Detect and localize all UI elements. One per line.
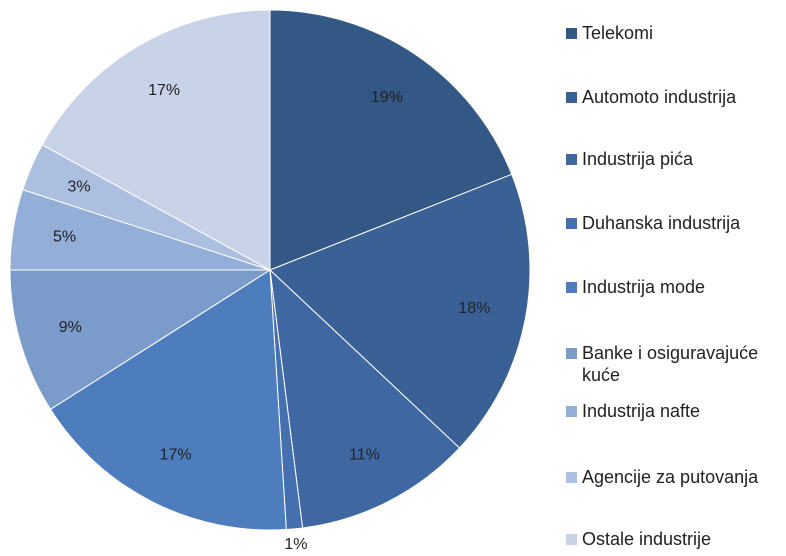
legend-swatch bbox=[566, 28, 577, 39]
legend-swatch bbox=[566, 154, 577, 165]
data-label: 17% bbox=[160, 447, 192, 464]
legend-item: Agencije za putovanja bbox=[566, 466, 781, 488]
pie-slice bbox=[269, 9, 513, 271]
legend-label: Industrija pića bbox=[582, 149, 694, 169]
legend-label: Industrija mode bbox=[582, 277, 706, 297]
legend-swatch bbox=[566, 472, 577, 483]
legend-label: Telekomi bbox=[582, 23, 654, 43]
data-label: 3% bbox=[68, 179, 91, 196]
legend-swatch bbox=[566, 218, 577, 229]
legend-item: Duhanska industrija bbox=[566, 212, 781, 234]
legend-label: Banke i osiguravajuće kuće bbox=[582, 343, 759, 385]
data-label: 5% bbox=[53, 229, 76, 246]
legend-item: Industrija mode bbox=[566, 276, 781, 298]
legend-label: Industrija nafte bbox=[582, 401, 701, 421]
pie-area: 19% 18% 11% 1% 17% 9% 5% 3% 17% bbox=[9, 9, 531, 553]
pie-slice bbox=[9, 269, 272, 411]
legend-label: Automoto industrija bbox=[582, 87, 737, 107]
legend-swatch bbox=[566, 348, 577, 359]
legend-label: Agencije za putovanja bbox=[582, 467, 759, 487]
legend-item: Industrija pića bbox=[566, 148, 781, 170]
legend-item: Industrija nafte bbox=[566, 400, 781, 422]
data-label: 11% bbox=[349, 447, 380, 464]
pie-slice bbox=[269, 268, 461, 529]
legend-label: Duhanska industrija bbox=[582, 213, 741, 233]
data-label: 17% bbox=[148, 82, 180, 99]
legend-label: Ostale industrije bbox=[582, 529, 712, 549]
pie-slice bbox=[41, 9, 271, 271]
pie-slice bbox=[269, 173, 531, 449]
legend-swatch bbox=[566, 534, 577, 545]
data-label: 18% bbox=[458, 300, 490, 317]
pie-slice bbox=[49, 269, 287, 531]
legend-item: Automoto industrija bbox=[566, 86, 781, 108]
legend-swatch bbox=[566, 282, 577, 293]
legend-item: Telekomi bbox=[566, 22, 781, 44]
legend-swatch bbox=[566, 406, 577, 417]
data-label: 9% bbox=[59, 319, 82, 336]
legend-swatch bbox=[566, 92, 577, 103]
data-label: 1% bbox=[284, 536, 307, 553]
legend-item: Ostale industrije bbox=[566, 528, 781, 550]
data-label: 19% bbox=[371, 89, 403, 106]
legend-item: Banke i osiguravajuće kuće bbox=[566, 342, 781, 386]
